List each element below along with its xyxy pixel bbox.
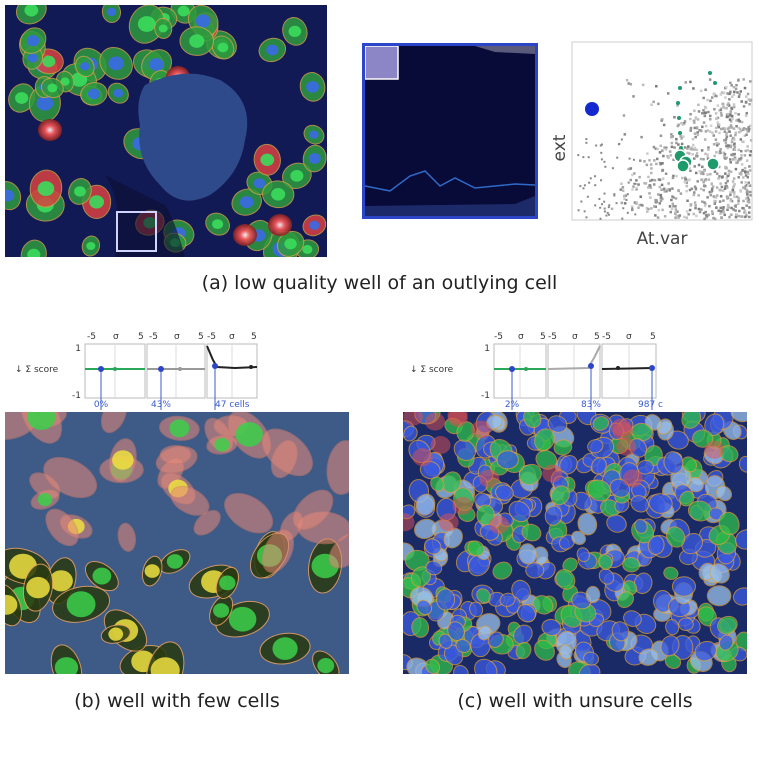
panel-c-score-chart: ↓ Σ score 1 -1 -5 σ 5 -5 σ 5 — [410, 330, 670, 410]
panel-c-minichart-1: -5 σ 5 — [493, 332, 547, 410]
svg-text:5: 5 — [198, 332, 204, 342]
svg-text:-5: -5 — [207, 332, 216, 342]
svg-text:-1: -1 — [72, 391, 81, 401]
scatter-ylabel: ext — [550, 134, 570, 161]
svg-text:-5: -5 — [548, 332, 557, 342]
panel-a-zoom-inset — [362, 43, 538, 219]
panel-b-caption: (b) well with few cells — [74, 690, 280, 712]
panel-c-minichart-2: -5 σ 5 — [547, 332, 601, 410]
svg-text:5: 5 — [650, 332, 656, 342]
svg-text:43%: 43% — [151, 400, 171, 410]
panel-c-minichart-3: -5 σ 5 — [601, 332, 657, 410]
panel-b-microscopy-image — [5, 412, 349, 674]
svg-text:-5: -5 — [494, 332, 503, 342]
panel-c-score-label: ↓ Σ score — [410, 365, 454, 375]
svg-text:σ: σ — [626, 332, 632, 342]
panel-a-highlight-box — [116, 211, 157, 252]
svg-text:1: 1 — [75, 344, 81, 354]
panel-b-minichart-1: -5 σ 5 — [84, 332, 146, 410]
svg-text:1: 1 — [484, 344, 490, 354]
svg-text:5: 5 — [251, 332, 257, 342]
panel-b-minichart-2: -5 σ 5 — [146, 332, 206, 410]
svg-text:83%: 83% — [581, 400, 601, 410]
panel-a-microscopy-image — [5, 5, 327, 257]
svg-text:5: 5 — [540, 332, 546, 342]
panel-b-score-chart: ↓ Σ score 1 -1 -5 σ 5 -5 σ 5 — [15, 330, 260, 410]
panel-a-scatter-plot: ext At.var — [550, 38, 755, 253]
svg-text:σ: σ — [518, 332, 524, 342]
svg-text:2%: 2% — [505, 400, 520, 410]
panel-c-microscopy-image — [403, 412, 747, 674]
svg-text:47 cells: 47 cells — [215, 400, 250, 410]
panel-b-score-label: ↓ Σ score — [15, 365, 59, 375]
svg-text:-1: -1 — [481, 391, 490, 401]
panel-b-minichart-3: -5 σ 5 — [206, 332, 258, 410]
svg-text:σ: σ — [229, 332, 235, 342]
svg-text:5: 5 — [138, 332, 144, 342]
svg-text:-5: -5 — [87, 332, 96, 342]
svg-text:σ: σ — [572, 332, 578, 342]
svg-text:σ: σ — [174, 332, 180, 342]
svg-text:σ: σ — [113, 332, 119, 342]
svg-text:0%: 0% — [94, 400, 109, 410]
scatter-xlabel: At.var — [637, 229, 688, 249]
svg-text:-5: -5 — [602, 332, 611, 342]
svg-text:-5: -5 — [149, 332, 158, 342]
svg-text:5: 5 — [594, 332, 600, 342]
svg-text:987 c: 987 c — [638, 400, 663, 410]
panel-c-caption: (c) well with unsure cells — [457, 690, 693, 712]
panel-a-caption: (a) low quality well of an outlying cell — [201, 272, 558, 294]
